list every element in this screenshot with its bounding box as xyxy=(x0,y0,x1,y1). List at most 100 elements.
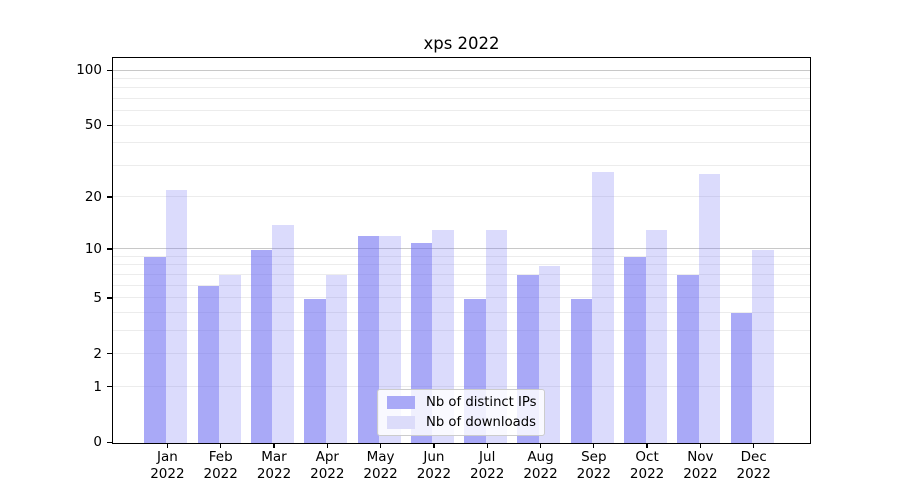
x-axis-tick xyxy=(433,443,435,448)
x-tick-year: 2022 xyxy=(203,465,238,482)
bar-distinct-ips xyxy=(730,313,753,443)
x-tick-year: 2022 xyxy=(576,465,611,482)
y-gridline xyxy=(113,97,810,99)
bar-distinct-ips xyxy=(677,275,699,443)
y-gridline xyxy=(113,311,810,313)
y-axis-tick xyxy=(107,248,113,250)
y-gridline xyxy=(113,87,810,89)
legend-swatch-downloads xyxy=(387,416,415,429)
x-tick-month: Oct xyxy=(635,449,659,465)
y-axis-tick-label: 1 xyxy=(93,378,102,395)
x-tick-year: 2022 xyxy=(256,465,292,482)
y-axis-tick-label: 50 xyxy=(84,117,102,134)
bar-distinct-ips xyxy=(357,236,379,443)
x-axis-tick xyxy=(646,443,648,448)
x-axis-tick xyxy=(753,443,755,448)
x-tick-month: Dec xyxy=(740,449,767,465)
y-axis-tick xyxy=(107,69,113,72)
y-gridline xyxy=(113,255,810,257)
y-gridline xyxy=(113,77,810,79)
x-axis-tick-label: Jun 2022 xyxy=(392,449,476,482)
y-axis-tick-label: 5 xyxy=(93,289,102,306)
y-axis-tick-label: 20 xyxy=(84,189,102,205)
y-gridline xyxy=(113,124,810,126)
legend-label: Nb of downloads xyxy=(426,415,536,430)
y-gridline xyxy=(113,284,810,286)
x-axis-tick-label: Sep 2022 xyxy=(552,449,636,482)
bar-distinct-ips xyxy=(144,257,166,443)
x-axis-tick-label: May 2022 xyxy=(339,449,423,482)
x-axis-tick xyxy=(166,443,169,448)
bar-distinct-ips xyxy=(624,257,646,443)
x-tick-year: 2022 xyxy=(416,465,452,482)
x-axis-tick xyxy=(273,443,275,448)
x-axis-tick xyxy=(326,443,328,448)
x-tick-year: 2022 xyxy=(736,465,771,482)
x-tick-year: 2022 xyxy=(310,465,345,482)
bar-downloads xyxy=(219,275,241,443)
y-gridline xyxy=(113,352,810,355)
y-axis-tick xyxy=(107,385,113,388)
x-axis-tick xyxy=(379,443,382,448)
x-tick-month: Jun xyxy=(423,449,445,465)
y-gridline xyxy=(113,164,810,166)
y-gridline xyxy=(113,297,810,299)
bar-downloads xyxy=(325,275,348,443)
legend-label: Nb of distinct IPs xyxy=(426,395,537,410)
bar-distinct-ips xyxy=(304,298,326,443)
x-axis-tick xyxy=(539,443,542,448)
y-gridline xyxy=(113,110,810,112)
x-axis-tick-label: Dec 2022 xyxy=(712,449,796,482)
plot-area xyxy=(112,57,811,444)
x-axis-tick-label: Feb 2022 xyxy=(179,449,263,482)
x-tick-month: Mar xyxy=(261,449,287,465)
x-tick-month: Apr xyxy=(315,449,339,465)
x-axis-tick-label: Nov 2022 xyxy=(658,449,742,482)
bar-downloads xyxy=(592,171,614,443)
y-axis-tick xyxy=(107,297,113,299)
bar-downloads xyxy=(698,174,721,443)
y-axis-tick xyxy=(107,353,113,355)
x-tick-month: Jan xyxy=(156,449,178,465)
bar-downloads xyxy=(165,190,188,443)
x-axis-tick xyxy=(486,443,488,448)
x-axis-tick xyxy=(593,443,595,448)
y-axis-tick-label: 2 xyxy=(93,345,102,362)
y-gridline xyxy=(113,264,810,266)
legend-swatch-distinct-ips xyxy=(387,396,415,409)
x-tick-month: May xyxy=(366,449,395,465)
legend-item: Nb of distinct IPs xyxy=(387,393,537,412)
y-axis-tick xyxy=(107,441,113,444)
y-axis-tick-label: 0 xyxy=(93,434,102,451)
x-axis-tick-label: Oct 2022 xyxy=(605,449,689,482)
x-axis-tick-label: Apr 2022 xyxy=(285,449,369,482)
chart-title: xps 2022 xyxy=(423,34,500,53)
x-tick-month: Feb xyxy=(208,449,233,465)
y-gridline xyxy=(113,329,810,331)
bar-distinct-ips xyxy=(250,249,273,443)
y-axis-tick xyxy=(107,196,113,198)
x-tick-year: 2022 xyxy=(470,465,505,482)
bar-downloads xyxy=(272,224,294,443)
bar-distinct-ips xyxy=(197,286,220,443)
x-tick-year: 2022 xyxy=(629,465,665,482)
x-tick-month: Nov xyxy=(687,449,714,465)
x-axis-tick-label: Mar 2022 xyxy=(232,449,316,482)
legend-item: Nb of downloads xyxy=(387,413,536,432)
x-tick-month: Aug xyxy=(527,449,554,465)
y-axis-tick-label: 100 xyxy=(76,62,102,79)
y-gridline xyxy=(113,248,810,250)
bar-downloads xyxy=(645,230,667,443)
x-axis-tick xyxy=(699,443,702,448)
x-tick-year: 2022 xyxy=(683,465,718,482)
x-axis-tick-label: Aug 2022 xyxy=(499,449,583,482)
bar-distinct-ips xyxy=(570,298,593,443)
x-axis-tick-label: Jan 2022 xyxy=(125,449,209,482)
x-axis-tick xyxy=(220,443,222,448)
bar-downloads xyxy=(752,249,774,443)
x-tick-month: Sep xyxy=(581,449,607,465)
y-gridline xyxy=(113,273,810,275)
x-tick-year: 2022 xyxy=(150,465,185,482)
x-tick-year: 2022 xyxy=(523,465,558,482)
